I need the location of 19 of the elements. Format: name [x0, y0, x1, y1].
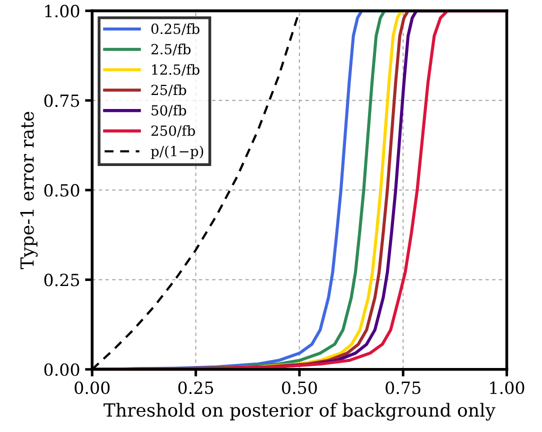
legend-label: 2.5/fb: [151, 44, 191, 56]
x-tick-label: 0.75: [386, 381, 420, 394]
y-tick-label: 1.00: [45, 4, 80, 18]
legend-label: 250/fb: [151, 125, 195, 138]
y-tick-label: 0.00: [44, 363, 80, 376]
y-axis-title: Type-1 error rate: [20, 112, 38, 270]
y-tick-label: 0.25: [44, 274, 80, 286]
legend-label: 0.25/fb: [151, 23, 200, 36]
legend-label: p/(1−p): [150, 146, 204, 160]
x-tick-label: 0.25: [178, 381, 214, 394]
legend-label: 25/fb: [151, 84, 186, 96]
y-tick-label: 0.75: [44, 94, 80, 108]
x-tick-label: 0.50: [282, 381, 317, 394]
x-axis-title: Threshold on posterior of background only: [104, 402, 496, 421]
legend-label: 50/fb: [152, 104, 186, 117]
legend-label: 12.5/fb: [152, 64, 200, 76]
x-tick-label: 1.00: [490, 381, 524, 394]
y-tick-label: 0.50: [44, 184, 80, 197]
x-tick-label: 0.00: [74, 381, 110, 394]
